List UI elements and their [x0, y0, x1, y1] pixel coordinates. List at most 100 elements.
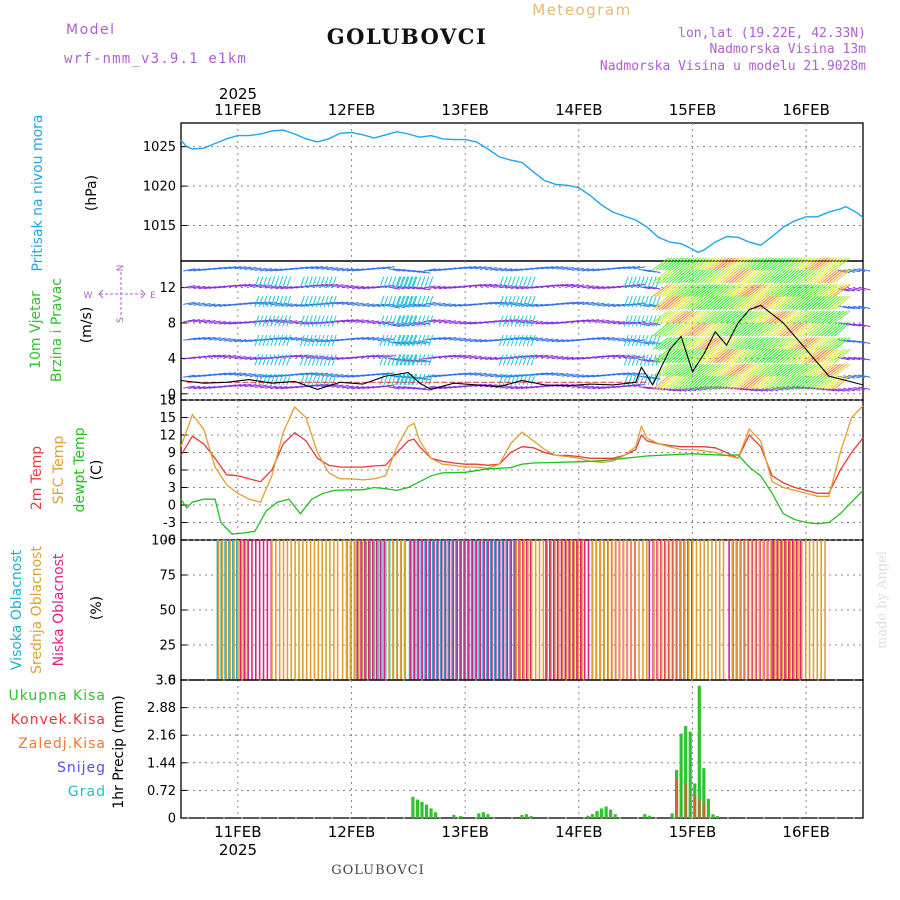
precip-conv-bar	[675, 779, 678, 818]
precip-legend-item: Snijeg	[57, 760, 106, 776]
temperature-tick-label: 15	[159, 411, 176, 426]
left-axis-labels: Pritisak na nivou mora (hPa) 10m Vjetar Brz…	[9, 114, 127, 808]
pressure-panel: 1015 1020 1025	[143, 122, 864, 262]
precip-tick-label: 1.44	[147, 756, 176, 771]
temp-ylabel-sfc: SFC Temp	[51, 436, 67, 505]
temp-ylabel-dewpt: dewpt Temp	[72, 427, 88, 512]
pressure-frame	[180, 122, 864, 262]
pressure-unit-label: (hPa)	[84, 175, 100, 211]
compass-west: W	[84, 291, 93, 301]
bottom-date-label: 14FEB	[555, 823, 602, 841]
precip-tick-label: 0	[168, 812, 176, 827]
precip-bar	[411, 796, 415, 818]
precip-bar	[599, 808, 604, 818]
precip-legend-item: Zaledj.Kisa	[18, 736, 106, 752]
compass-north: N	[116, 265, 126, 272]
wind-tick-label: 8	[168, 316, 176, 331]
precip-bar	[434, 812, 438, 818]
wind-tick-label: 0	[168, 387, 176, 402]
top-date-labels: 11FEB 12FEB 13FEB 14FEB 15FEB 16FEB	[214, 101, 830, 119]
pressure-ylabel: Pritisak na nivou mora	[30, 114, 46, 271]
precip-legend: Ukupna Kisa Konvek.Kisa Zaledj.Kisa Snijeg G…	[8, 688, 106, 800]
product-title: Meteogram	[532, 1, 631, 19]
precip-bar	[609, 809, 613, 818]
bottom-date-label: 16FEB	[782, 823, 829, 841]
wind-compass-icon: N S W E	[84, 265, 157, 323]
temperature-tick-label: 0	[168, 499, 176, 514]
cloud-bars	[216, 540, 826, 680]
wind-ylabel-1: 10m Vjetar	[28, 291, 44, 369]
precip-bar	[420, 801, 424, 818]
precip-bar	[595, 811, 599, 818]
precip-bar	[702, 768, 706, 818]
precip-bar	[706, 798, 711, 818]
precip-bar	[647, 815, 651, 818]
precip-tick-label: 0.72	[147, 784, 176, 799]
watermark: made by Angel	[875, 551, 890, 649]
wind-tick-label: 12	[159, 281, 176, 296]
top-date-label: 14FEB	[555, 101, 602, 119]
precip-bar	[697, 685, 701, 818]
station-title: GOLUBOVCI	[327, 24, 488, 49]
precip-panel: 0 0.72 1.44 2.16 2.88 3.6	[147, 674, 864, 827]
pressure-tick-label: 1020	[143, 180, 176, 195]
precip-bar	[524, 814, 529, 818]
wind-speed-line	[180, 304, 864, 390]
precip-bar	[481, 812, 485, 818]
bottom-date-label: 11FEB	[214, 823, 261, 841]
top-date-label: 16FEB	[782, 101, 829, 119]
precip-bars	[411, 685, 720, 818]
precip-bar	[613, 814, 617, 818]
precip-conv-bar	[702, 802, 706, 818]
precip-tick-label: 2.88	[147, 701, 176, 716]
cloud-tick-label: 75	[159, 569, 176, 584]
wind-arrows	[183, 257, 871, 392]
precip-bar	[452, 814, 456, 818]
temperature-tick-label: 12	[159, 429, 176, 444]
top-date-label: 15FEB	[669, 101, 716, 119]
cloud-unit-label: (%)	[89, 596, 105, 620]
precip-conv-bar	[684, 783, 687, 818]
temperature-tick-label: 18	[159, 394, 176, 409]
cloud-tick-label: 100	[151, 534, 176, 549]
precip-bar	[424, 804, 429, 818]
top-date-label: 12FEB	[328, 101, 375, 119]
precip-legend-item: Ukupna Kisa	[8, 688, 106, 704]
wind-panel: 0 4 8 12	[159, 257, 871, 402]
precip-legend-item: Grad	[68, 784, 106, 800]
temperature-line-1	[180, 405, 864, 503]
cloud-ylabel-high: Visoka Oblacnost	[9, 549, 25, 670]
temperature-tick-label: 6	[168, 464, 176, 479]
bottom-date-label: 12FEB	[328, 823, 375, 841]
precip-legend-item: Konvek.Kisa	[11, 712, 106, 728]
bottom-year-label: 2025	[219, 841, 257, 859]
precip-bar	[643, 814, 647, 818]
pressure-line	[180, 129, 864, 254]
bottom-date-label: 13FEB	[441, 823, 488, 841]
bottom-date-label: 15FEB	[669, 823, 716, 841]
temperature-tick-label: 9	[168, 446, 176, 461]
wind-unit-label: (m/s)	[79, 307, 95, 344]
precip-bar	[429, 808, 433, 818]
wind-tick-label: 4	[168, 352, 176, 367]
precip-frame	[180, 679, 864, 819]
precip-bar	[486, 814, 490, 818]
precip-bar	[604, 806, 608, 818]
cloud-ylabel-low: Niska Oblacnost	[51, 553, 67, 666]
precip-bar	[459, 816, 463, 818]
cloud-tick-label: 25	[159, 639, 176, 654]
temperature-panel: -6 -3 0 3 6 9 12 15 18	[159, 394, 864, 549]
compass-south: S	[116, 317, 126, 323]
precip-tick-label: 2.16	[147, 729, 176, 744]
precip-ylabel: 1hr Precip (mm)	[111, 695, 127, 808]
temperature-line-2	[180, 453, 864, 535]
bottom-date-labels: 11FEB 12FEB 13FEB 14FEB 15FEB 16FEB	[214, 823, 830, 841]
precip-bar	[679, 733, 683, 818]
cloud-tick-label: 0	[168, 674, 176, 689]
precip-bar	[684, 726, 688, 818]
precip-conv-bar	[698, 798, 701, 818]
precip-conv-bar	[693, 795, 696, 818]
precip-bar	[670, 813, 674, 818]
precip-bar	[415, 799, 420, 818]
